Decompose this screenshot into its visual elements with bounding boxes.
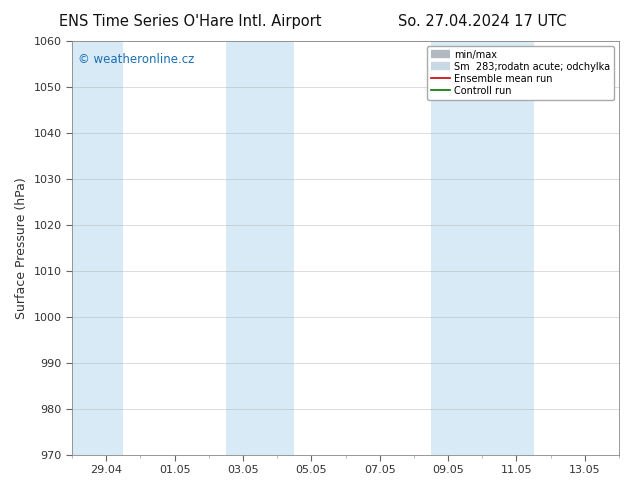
Text: So. 27.04.2024 17 UTC: So. 27.04.2024 17 UTC	[398, 14, 566, 29]
Y-axis label: Surface Pressure (hPa): Surface Pressure (hPa)	[15, 177, 28, 318]
Bar	[431, 41, 534, 455]
Bar	[226, 41, 294, 455]
Text: © weatheronline.cz: © weatheronline.cz	[77, 53, 194, 67]
Bar	[72, 41, 124, 455]
Text: ENS Time Series O'Hare Intl. Airport: ENS Time Series O'Hare Intl. Airport	[59, 14, 321, 29]
Legend: min/max, Sm  283;rodatn acute; odchylka, Ensemble mean run, Controll run: min/max, Sm 283;rodatn acute; odchylka, …	[427, 46, 614, 99]
